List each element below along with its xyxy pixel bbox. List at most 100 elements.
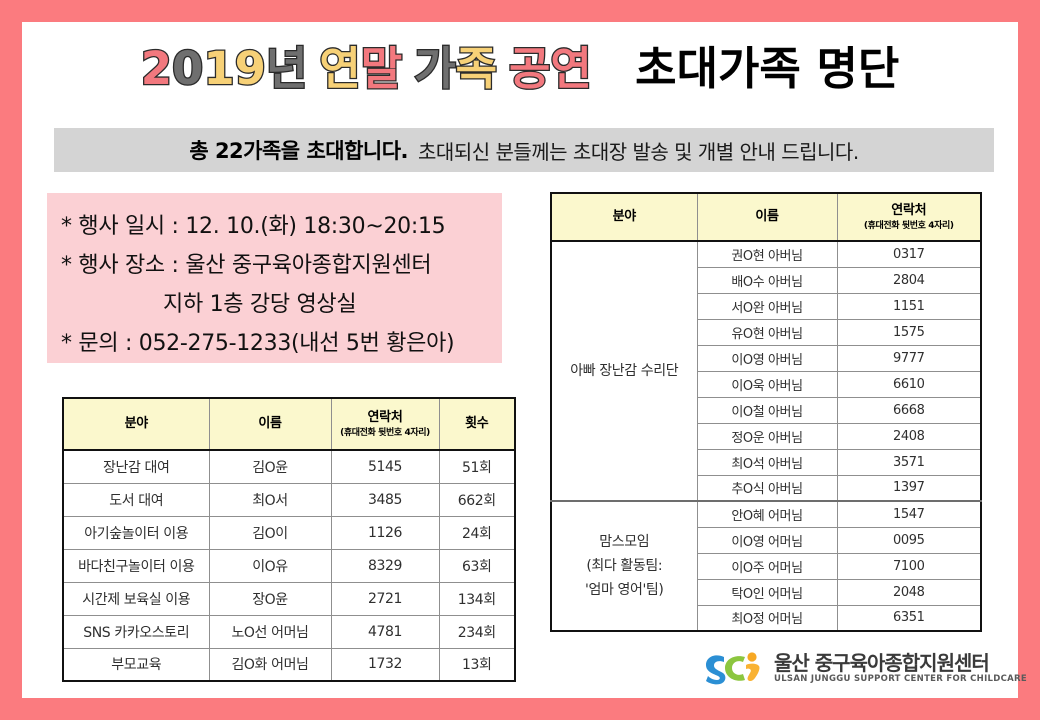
cell-name: 김O화 어머님 xyxy=(208,647,332,682)
cell-name: 유O현 아버님 xyxy=(696,318,838,346)
table-row: 이O철 아버님 6668 xyxy=(551,396,982,424)
table-row: 탁O인 어머님 2048 xyxy=(551,578,982,606)
table-row: 최O정 어머님 6351 xyxy=(551,604,982,632)
table-row: 이O욱 아버님 6610 xyxy=(551,370,982,398)
title-char-7: 말 xyxy=(359,42,403,95)
cell-name: 장O윤 xyxy=(208,581,332,616)
table-row: 유O현 아버님 1575 xyxy=(551,318,982,346)
sci-childcare-logo-icon xyxy=(702,650,764,686)
title-char-9: 가 xyxy=(413,42,457,95)
logo-korean-name: 울산 중구육아종합지원센터 xyxy=(774,650,990,675)
cell-field: 바다친구놀이터 이용 xyxy=(62,548,210,583)
table-header-row: 분야 이름 연락처 (휴대전화 뒷번호 4자리) 횟수 xyxy=(62,397,516,451)
cell-tel: 3485 xyxy=(330,482,440,517)
banner-strong-text: 총 22가족을 초대합니다. xyxy=(189,139,409,163)
group-table-body: 아빠 장난감 수리단 권O현 아버님 0317 배O수 아버님 2804 서O완 아버님 1… xyxy=(550,240,982,632)
usage-ranking-table-container: 분야 이름 연락처 (휴대전화 뒷번호 4자리) 횟수 장난감 대여 김O윤 514… xyxy=(62,397,516,682)
col-header-tel-sub: (휴대전화 뒷번호 4자리) xyxy=(340,427,430,438)
page-title-plain-part: 초대가족 명단 xyxy=(635,42,900,95)
col-header-tel: 연락처 (휴대전화 뒷번호 4자리) xyxy=(836,192,982,242)
cell-tel: 6610 xyxy=(836,370,982,398)
cell-tel: 2408 xyxy=(836,422,982,450)
page-title: 2019년 연말 가족 공연 초대가족 명단 xyxy=(22,42,1018,95)
cell-tel: 2048 xyxy=(836,578,982,606)
cell-count: 51회 xyxy=(438,449,516,484)
group-members-table-container: 분야 이름 연락처 (휴대전화 뒷번호 4자리) 아빠 장난감 수리단 권O현 아… xyxy=(550,192,982,632)
summary-banner: 총 22가족을 초대합니다. 초대되신 분들께는 초대장 발송 및 개별 안내 … xyxy=(54,128,994,172)
title-char-6: 연 xyxy=(318,42,362,95)
cell-name: 서O완 아버님 xyxy=(696,292,838,320)
usage-ranking-table: 분야 이름 연락처 (휴대전화 뒷번호 4자리) 횟수 장난감 대여 김O윤 514… xyxy=(62,397,516,682)
cell-tel: 1575 xyxy=(836,318,982,346)
cell-count: 24회 xyxy=(438,515,516,550)
cell-name: 김O윤 xyxy=(208,449,332,484)
col-header-tel-sub: (휴대전화 뒷번호 4자리) xyxy=(863,220,954,231)
col-header-tel: 연락처 (휴대전화 뒷번호 4자리) xyxy=(330,397,440,451)
group-label-line-0: 아빠 장난감 수리단 xyxy=(570,363,679,379)
cell-name: 배O수 아버님 xyxy=(696,266,838,294)
cell-name: 최O서 xyxy=(208,482,332,517)
cell-name: 이O욱 아버님 xyxy=(696,370,838,398)
cell-tel: 4781 xyxy=(330,614,440,649)
table-row: 맘스모임 (최다 활동팀: '엄마 영어'팀) 안O혜 어머님 1547 xyxy=(550,500,982,632)
table-row: 아기숲놀이터 이용 김O이 1126 24회 xyxy=(62,515,516,550)
event-info-line-1: * 행사 장소 : 울산 중구육아종합지원센터 xyxy=(61,253,432,278)
cell-tel: 0317 xyxy=(836,240,982,268)
cell-field: 부모교육 xyxy=(62,647,210,682)
group-label-line-0: 맘스모임 xyxy=(599,534,650,550)
table-row: 배O수 아버님 2804 xyxy=(551,266,982,294)
table-row: 바다친구놀이터 이용 이O유 8329 63회 xyxy=(62,548,516,583)
group-members-table: 분야 이름 연락처 (휴대전화 뒷번호 4자리) 아빠 장난감 수리단 권O현 아… xyxy=(550,192,982,632)
table-row: 이O영 아버님 9777 xyxy=(551,344,982,372)
cell-tel: 2721 xyxy=(330,581,440,616)
group-label-line-1: (최다 활동팀: xyxy=(586,558,663,574)
col-header-field: 분야 xyxy=(62,397,210,451)
col-header-name: 이름 xyxy=(208,397,332,451)
title-char-10: 족 xyxy=(454,42,498,95)
cell-name: 권O현 아버님 xyxy=(696,240,838,268)
col-header-field: 분야 xyxy=(550,192,698,242)
cell-name: 이O철 아버님 xyxy=(696,396,838,424)
cell-field: 도서 대여 xyxy=(62,482,210,517)
cell-tel: 2804 xyxy=(836,266,982,294)
cell-name: 이O유 xyxy=(208,548,332,583)
cell-count: 134회 xyxy=(438,581,516,616)
banner-normal-text: 초대되신 분들께는 초대장 발송 및 개별 안내 드립니다. xyxy=(418,139,859,164)
organization-logo: 울산 중구육아종합지원센터 ULSAN JUNGGU SUPPORT CENTE… xyxy=(702,646,1027,690)
cell-tel: 7100 xyxy=(836,552,982,580)
cell-name: 안O혜 어머님 xyxy=(696,500,838,528)
cell-tel: 1547 xyxy=(836,500,982,528)
usage-table-head: 분야 이름 연락처 (휴대전화 뒷번호 4자리) 횟수 xyxy=(62,397,516,451)
cell-name: 노O선 어머님 xyxy=(208,614,332,649)
cell-field: SNS 카카오스토리 xyxy=(62,614,210,649)
cell-tel: 9777 xyxy=(836,344,982,372)
cell-name: 김O이 xyxy=(208,515,332,550)
cell-tel: 6351 xyxy=(836,604,982,632)
col-header-count: 횟수 xyxy=(438,397,516,451)
title-char-13: 연 xyxy=(549,42,593,95)
table-row: SNS 카카오스토리 노O선 어머님 4781 234회 xyxy=(62,614,516,649)
title-char-3: 9 xyxy=(233,42,267,95)
table-header-row: 분야 이름 연락처 (휴대전화 뒷번호 4자리) xyxy=(550,192,982,242)
table-row: 부모교육 김O화 어머님 1732 13회 xyxy=(62,647,516,682)
logo-text-block: 울산 중구육아종합지원센터 ULSAN JUNGGU SUPPORT CENTE… xyxy=(774,652,1027,685)
cell-name: 추O식 아버님 xyxy=(696,474,838,502)
cell-count: 234회 xyxy=(438,614,516,649)
cell-group-label: 맘스모임 (최다 활동팀: '엄마 영어'팀) xyxy=(550,500,698,632)
cell-count: 662회 xyxy=(438,482,516,517)
event-info-box: * 행사 일시 : 12. 10.(화) 18:30~20:15 * 행사 장소 … xyxy=(47,193,502,363)
cell-name: 최O석 아버님 xyxy=(696,448,838,476)
table-row: 최O석 아버님 3571 xyxy=(551,448,982,476)
table-row: 시간제 보육실 이용 장O윤 2721 134회 xyxy=(62,581,516,616)
cell-tel: 1397 xyxy=(836,474,982,502)
cell-name: 최O정 어머님 xyxy=(696,604,838,632)
title-char-0: 2 xyxy=(139,42,173,95)
table-row: 서O완 아버님 1151 xyxy=(551,292,982,320)
col-header-tel-main: 연락처 xyxy=(367,409,403,425)
event-info-line-0: * 행사 일시 : 12. 10.(화) 18:30~20:15 xyxy=(61,214,446,239)
cell-tel: 6668 xyxy=(836,396,982,424)
usage-table-body: 장난감 대여 김O윤 5145 51회 도서 대여 최O서 3485 662회 아기숲놀이터 이… xyxy=(62,449,516,682)
cell-name: 이O영 아버님 xyxy=(696,344,838,372)
cell-tel: 5145 xyxy=(330,449,440,484)
